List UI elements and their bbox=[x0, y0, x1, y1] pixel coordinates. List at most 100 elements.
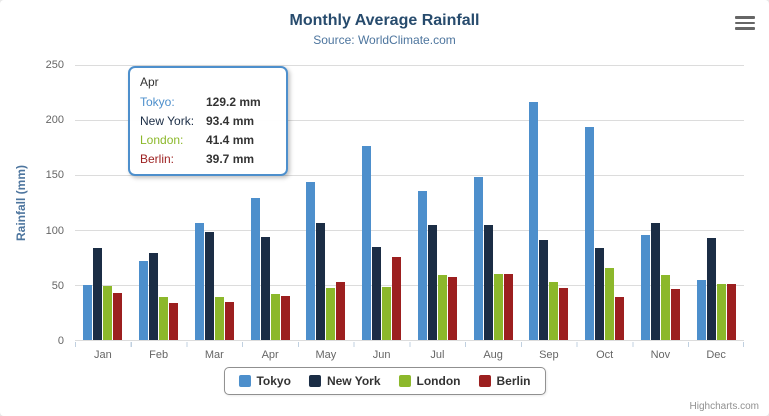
legend-item-new-york[interactable]: New York bbox=[308, 374, 381, 388]
bar-london-jan[interactable] bbox=[103, 286, 113, 340]
bar-london-jun[interactable] bbox=[382, 286, 392, 340]
legend-label: London bbox=[416, 374, 461, 388]
tooltip-value: 93.4 mm bbox=[206, 114, 255, 128]
legend-swatch bbox=[398, 375, 411, 387]
x-axis-label-jan: Jan bbox=[94, 349, 112, 361]
legend-item-tokyo[interactable]: Tokyo bbox=[238, 374, 291, 388]
bar-berlin-jun[interactable] bbox=[392, 256, 402, 340]
bar-new-york-dec[interactable] bbox=[706, 238, 716, 340]
y-axis-tick-label: 200 bbox=[45, 114, 64, 127]
x-axis-label-jul: Jul bbox=[430, 349, 445, 361]
bar-london-oct[interactable] bbox=[605, 268, 615, 340]
tooltip-value: 39.7 mm bbox=[206, 152, 255, 166]
bar-tokyo-nov[interactable] bbox=[640, 234, 650, 340]
bar-berlin-nov[interactable] bbox=[670, 288, 680, 340]
bar-group-aug bbox=[465, 65, 521, 340]
legend-label: New York bbox=[326, 374, 381, 388]
bar-tokyo-jun[interactable] bbox=[362, 146, 372, 340]
gridline bbox=[75, 120, 744, 121]
gridlines bbox=[75, 65, 744, 341]
hamburger-icon bbox=[735, 16, 755, 19]
bar-new-york-jul[interactable] bbox=[427, 224, 437, 340]
bar-group-jun bbox=[354, 65, 410, 340]
x-axis-label-apr: Apr bbox=[261, 349, 279, 361]
tooltip-value: 129.2 mm bbox=[206, 95, 261, 109]
bar-tokyo-aug[interactable] bbox=[473, 176, 483, 340]
bar-group-mar bbox=[187, 65, 243, 340]
bar-london-jul[interactable] bbox=[437, 275, 447, 340]
bar-tokyo-jan[interactable] bbox=[83, 285, 93, 340]
context-menu-button[interactable] bbox=[735, 16, 755, 32]
bar-new-york-apr[interactable] bbox=[260, 237, 270, 340]
tooltip-series-name: Tokyo: bbox=[140, 95, 175, 109]
bar-berlin-aug[interactable] bbox=[503, 273, 513, 340]
bar-new-york-oct[interactable] bbox=[595, 248, 605, 340]
bar-berlin-apr[interactable] bbox=[280, 296, 290, 340]
bar-london-mar[interactable] bbox=[214, 296, 224, 340]
y-axis-tick-label: 100 bbox=[45, 224, 64, 237]
tooltip: Apr Tokyo: 129.2 mm New York: 93.4 mm London… bbox=[128, 66, 288, 176]
gridline bbox=[75, 285, 744, 286]
bar-berlin-jan[interactable] bbox=[113, 293, 123, 340]
bar-london-aug[interactable] bbox=[493, 274, 503, 340]
bar-new-york-may[interactable] bbox=[316, 223, 326, 340]
legend-item-london[interactable]: London bbox=[398, 374, 461, 388]
x-axis-label-aug: Aug bbox=[483, 349, 503, 361]
x-axis-label-nov: Nov bbox=[650, 349, 671, 361]
x-axis-label-jun: Jun bbox=[372, 349, 391, 361]
bar-london-apr[interactable] bbox=[270, 294, 280, 340]
bar-berlin-feb[interactable] bbox=[169, 303, 179, 340]
bar-london-feb[interactable] bbox=[159, 297, 169, 340]
bar-berlin-jul[interactable] bbox=[447, 276, 457, 340]
y-axis-tick-label: 250 bbox=[45, 59, 64, 71]
x-axis-tick-marks bbox=[75, 342, 744, 347]
bar-berlin-may[interactable] bbox=[336, 282, 346, 340]
tooltip-series-name: Berlin: bbox=[140, 152, 175, 166]
bar-tokyo-jul[interactable] bbox=[417, 190, 427, 340]
bar-groups bbox=[75, 65, 744, 340]
chart-title: Monthly Average Rainfall bbox=[289, 12, 480, 29]
bar-new-york-feb[interactable] bbox=[149, 253, 159, 340]
bar-group-jan bbox=[75, 65, 131, 340]
bar-tokyo-dec[interactable] bbox=[696, 280, 706, 340]
bar-tokyo-feb[interactable] bbox=[139, 261, 149, 340]
bar-berlin-mar[interactable] bbox=[224, 302, 234, 340]
tooltip-series-name: London: bbox=[140, 133, 184, 147]
bar-london-sep[interactable] bbox=[549, 282, 559, 340]
tooltip-header: Apr bbox=[140, 75, 159, 89]
bar-tokyo-oct[interactable] bbox=[585, 126, 595, 340]
bar-group-oct bbox=[577, 65, 633, 340]
bar-new-york-jun[interactable] bbox=[372, 247, 382, 340]
bar-new-york-jan[interactable] bbox=[93, 248, 103, 340]
tooltip-series-name: New York: bbox=[140, 114, 195, 128]
bar-london-may[interactable] bbox=[326, 288, 336, 340]
legend-item-berlin[interactable]: Berlin bbox=[478, 374, 531, 388]
bar-new-york-aug[interactable] bbox=[483, 225, 493, 340]
y-axis-tick-label: 50 bbox=[51, 279, 64, 292]
bar-group-jul bbox=[410, 65, 466, 340]
bar-tokyo-sep[interactable] bbox=[529, 101, 539, 340]
credits-link[interactable]: Highcharts.com bbox=[689, 401, 759, 412]
chart-subtitle: Source: WorldClimate.com bbox=[313, 33, 456, 47]
x-axis-label-oct: Oct bbox=[596, 349, 614, 361]
gridline bbox=[75, 230, 744, 231]
x-axis-label-dec: Dec bbox=[706, 349, 726, 361]
bar-berlin-dec[interactable] bbox=[726, 283, 736, 340]
tooltip-rows: Tokyo: 129.2 mm New York: 93.4 mm London: 41.… bbox=[140, 95, 276, 166]
bar-new-york-sep[interactable] bbox=[539, 239, 549, 340]
y-axis-labels: 0 50 100 150 200 250 bbox=[0, 59, 68, 347]
legend-label: Berlin bbox=[496, 374, 531, 388]
bar-tokyo-mar[interactable] bbox=[194, 222, 204, 340]
bar-tokyo-may[interactable] bbox=[306, 181, 316, 340]
bar-berlin-sep[interactable] bbox=[559, 287, 569, 340]
bar-berlin-oct[interactable] bbox=[615, 297, 625, 340]
gridline bbox=[75, 65, 744, 66]
bar-new-york-mar[interactable] bbox=[204, 231, 214, 340]
bar-new-york-nov[interactable] bbox=[650, 222, 660, 340]
bar-london-nov[interactable] bbox=[660, 274, 670, 340]
x-axis-label-may: May bbox=[315, 349, 337, 361]
bar-london-dec[interactable] bbox=[716, 283, 726, 340]
bar-tokyo-apr[interactable] bbox=[250, 197, 260, 340]
tooltip-value: 41.4 mm bbox=[206, 133, 255, 147]
